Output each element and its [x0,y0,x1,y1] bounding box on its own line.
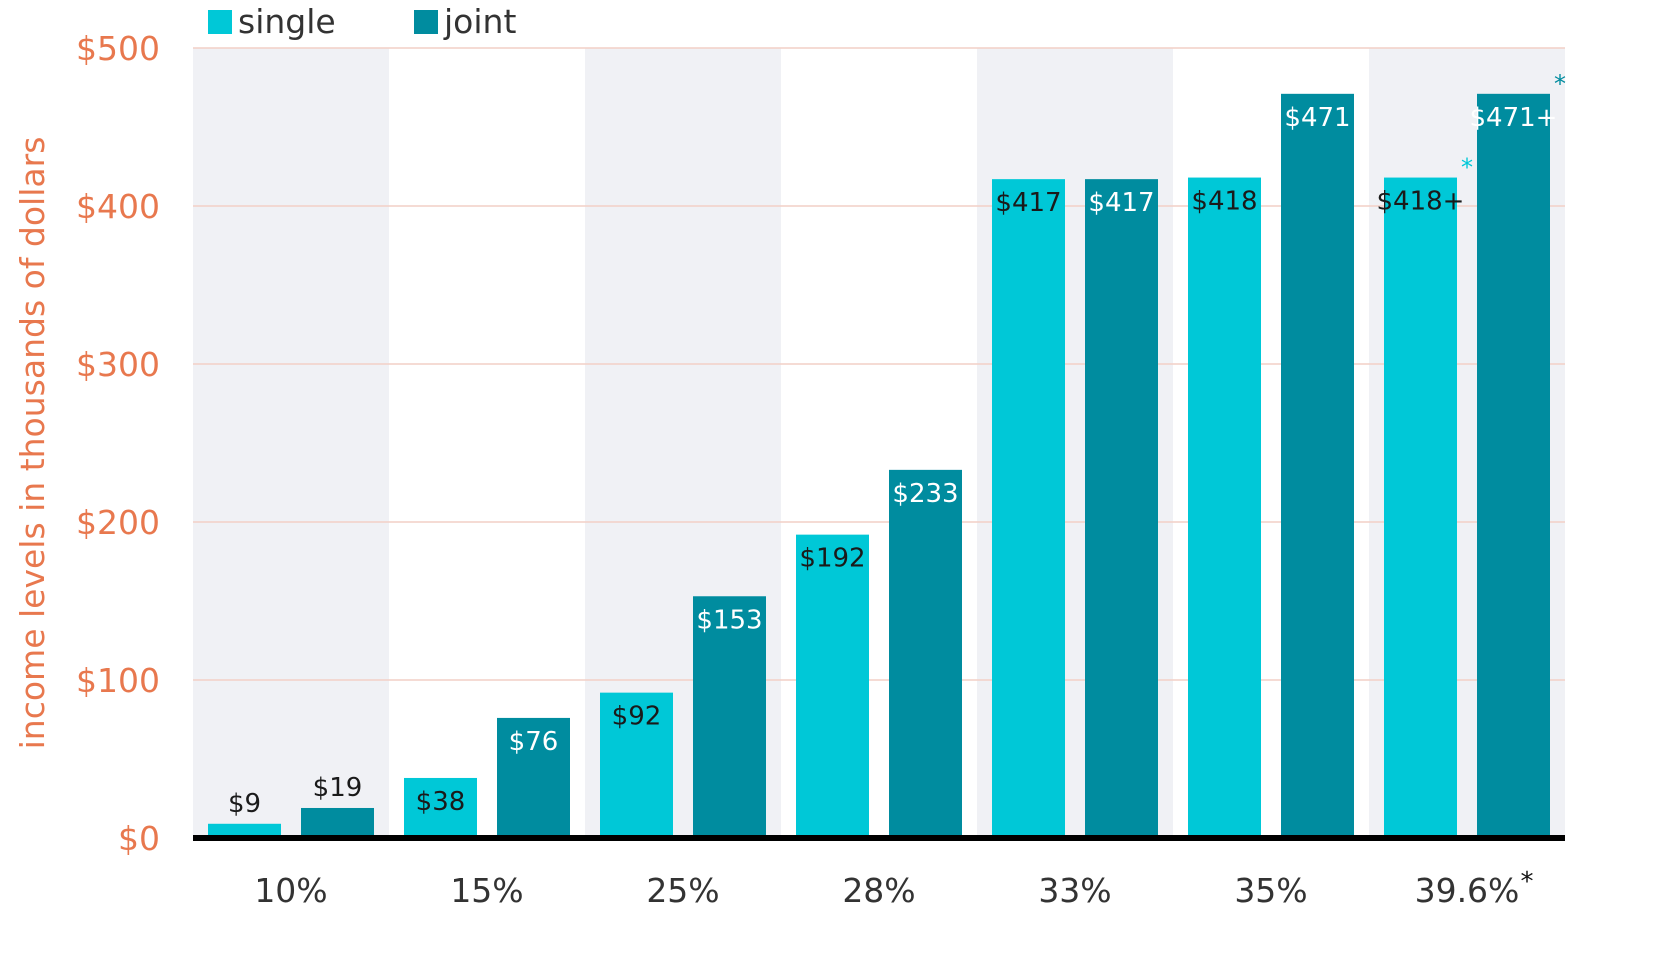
bar-single-10% [208,823,281,838]
category-band [193,48,389,838]
gridlines [193,47,1565,681]
bars [208,93,1550,838]
x-tick-label: 39.6% [1415,871,1520,910]
bar-label: $76 [509,727,559,757]
y-tick-label: $300 [76,345,160,384]
bar-label: $418 [1191,187,1257,217]
legend-label-joint: joint [443,2,516,41]
y-axis-label: income levels in thousands of dollars [13,137,52,750]
x-tick-footnote-mark: * [1521,867,1534,897]
legend-swatch-joint [414,10,438,34]
bar-label: $417 [1088,188,1154,218]
bar-footnote-mark: * [1461,154,1473,182]
y-tick-label: $0 [118,819,160,858]
x-tick-label: 33% [1038,871,1111,910]
category-bands [193,48,1565,838]
bar-footnote-mark: * [1554,70,1566,98]
legend: single joint [208,2,516,41]
bar-single-39.6% [1384,177,1457,838]
bar-joint-35% [1281,93,1354,838]
bar-label: $92 [612,702,662,732]
bar-label: $417 [995,188,1061,218]
bar-joint-33% [1085,179,1158,838]
x-tick-label: 35% [1234,871,1307,910]
bar-single-28% [796,534,869,838]
bar-labels: $9 $19 $38 $76 $92 $153 $192 $233 $417 $417 $418 $4… [228,70,1566,819]
x-axis-ticks: 10% 15% 25% 28% 33% 35% 39.6% * [254,867,1533,910]
bar-single-25% [600,692,673,838]
bar-label: $418+ [1377,187,1465,217]
y-tick-label: $100 [76,661,160,700]
bar-joint-25% [693,596,766,838]
bar-joint-28% [889,469,962,838]
y-axis-ticks: $0 $100 $200 $300 $400 $500 [76,29,160,858]
bar-label: $471+ [1470,103,1558,133]
bar-label: $471 [1284,103,1350,133]
bar-single-15% [404,777,477,838]
x-tick-label: 25% [646,871,719,910]
x-tick-label: 28% [842,871,915,910]
bar-label: $9 [228,789,261,819]
bar-joint-10% [301,807,374,838]
bar-joint-15% [497,717,570,838]
y-tick-label: $400 [76,187,160,226]
bar-label: $38 [416,787,466,817]
bar-label: $233 [892,479,958,509]
bar-label: $19 [313,773,363,803]
x-tick-label: 15% [450,871,523,910]
legend-label-single: single [238,2,336,41]
bar-label: $192 [799,544,865,574]
bar-single-35% [1188,177,1261,838]
bar-joint-39.6% [1477,93,1550,838]
x-tick-label: 10% [254,871,327,910]
y-tick-label: $200 [76,503,160,542]
bar-label: $153 [696,605,762,635]
legend-swatch-single [208,10,232,34]
y-tick-label: $500 [76,29,160,68]
bar-single-33% [992,179,1065,838]
